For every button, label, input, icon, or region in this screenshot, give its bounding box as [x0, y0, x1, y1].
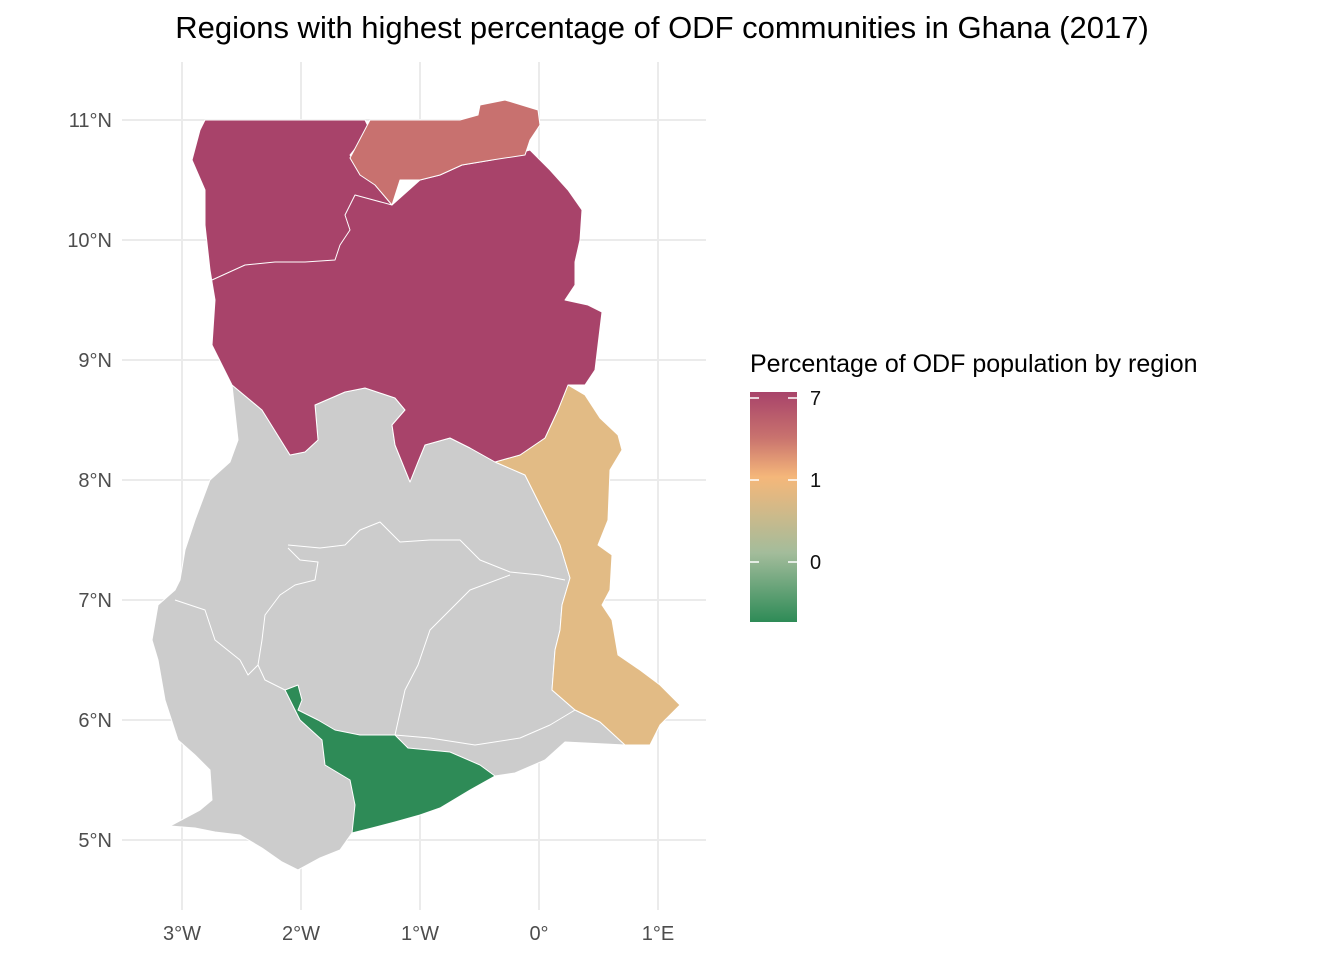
border-eastern: [394, 574, 511, 736]
y-tick-label: 5°N: [78, 830, 112, 852]
border-eastern-volta: [394, 709, 576, 746]
y-tick-label: 11°N: [69, 110, 112, 132]
y-tick-label: 9°N: [78, 350, 112, 372]
x-tick-label: 0°: [529, 923, 548, 945]
x-tick-label: 2°W: [282, 923, 320, 945]
legend-label: 7: [810, 388, 821, 410]
legend-colorbar: [750, 392, 797, 622]
x-tick-labels: 3°W 2°W 1°W 0° 1°E: [163, 923, 674, 945]
x-tick-label: 1°E: [642, 923, 674, 945]
region-volta[interactable]: [494, 384, 681, 746]
legend-label: 1: [810, 470, 821, 492]
legend-title: Percentage of ODF population by region: [750, 350, 1198, 378]
x-tick-label: 1°W: [401, 923, 439, 945]
border-upperwest-northern: [211, 194, 393, 281]
y-tick-label: 10°N: [67, 230, 112, 252]
legend-label: 0: [810, 552, 821, 574]
regions: [151, 99, 681, 871]
border-ashanti-west: [257, 547, 319, 666]
y-tick-label: 8°N: [78, 470, 112, 492]
x-tick-label: 3°W: [163, 923, 201, 945]
region-upper-east[interactable]: [349, 99, 541, 206]
map-title: Regions with highest percentage of ODF c…: [175, 10, 1149, 45]
border-ashanti-brong: [287, 521, 566, 581]
border-western-inner: [174, 599, 286, 691]
legend-ticks: [750, 397, 797, 563]
region-central[interactable]: [284, 684, 496, 834]
region-borders: [174, 194, 576, 746]
y-tick-label: 7°N: [78, 590, 112, 612]
y-tick-label: 6°N: [78, 710, 112, 732]
y-tick-labels: 5°N 6°N 7°N 8°N 9°N 10°N 11°N: [67, 110, 112, 852]
